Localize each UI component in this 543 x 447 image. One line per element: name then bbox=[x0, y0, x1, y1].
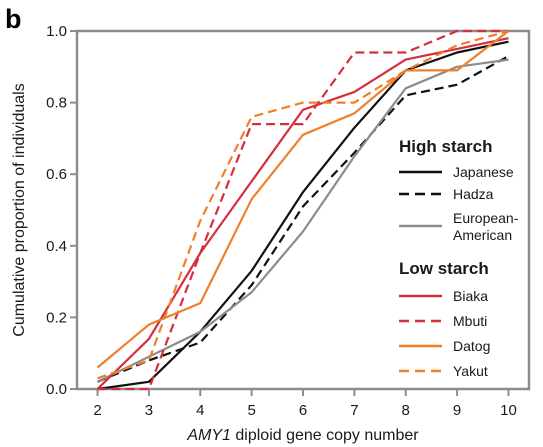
legend-label-european-american: American bbox=[453, 227, 512, 243]
y-axis-title: Cumulative proportion of individuals bbox=[11, 83, 28, 336]
y-axis: 0.0 0.2 0.4 0.6 0.8 1.0 bbox=[46, 23, 77, 398]
y-tick-label: 0.0 bbox=[46, 381, 67, 398]
x-tick-label: 5 bbox=[247, 402, 255, 419]
series-lines bbox=[96, 29, 510, 391]
series-line-japanese bbox=[97, 40, 509, 391]
y-tick-label: 0.4 bbox=[46, 238, 67, 255]
x-tick-label: 6 bbox=[299, 402, 307, 419]
series-line-yakut bbox=[97, 29, 509, 380]
x-axis-title-rest: diploid gene copy number bbox=[231, 427, 419, 444]
y-tick-label: 1.0 bbox=[46, 23, 67, 40]
series-line-european-american bbox=[97, 58, 509, 383]
x-axis-title: AMY1 diploid gene copy number bbox=[186, 427, 419, 444]
legend: High starch Low starch Japanese Hadza Europe… bbox=[385, 128, 525, 386]
x-tick-label: 3 bbox=[145, 402, 153, 419]
legend-label-mbuti: Mbuti bbox=[453, 313, 487, 329]
series-line-mbuti bbox=[97, 29, 509, 391]
series-line-hadza bbox=[97, 55, 510, 383]
legend-label-european-american: European- bbox=[453, 210, 519, 226]
y-tick-label: 0.8 bbox=[46, 95, 67, 112]
panel-letter: b bbox=[5, 4, 22, 34]
legend-label-japanese: Japanese bbox=[453, 164, 514, 180]
legend-heading: Low starch bbox=[399, 259, 489, 278]
x-tick-label: 7 bbox=[350, 402, 358, 419]
legend-label-datog: Datog bbox=[453, 338, 490, 354]
legend-heading: High starch bbox=[399, 137, 493, 156]
x-tick-label: 10 bbox=[500, 402, 517, 419]
x-axis-title-gene: AMY1 bbox=[186, 427, 231, 444]
legend-label-yakut: Yakut bbox=[453, 363, 488, 379]
x-tick-label: 8 bbox=[402, 402, 410, 419]
x-tick-label: 9 bbox=[453, 402, 461, 419]
legend-label-biaka: Biaka bbox=[453, 288, 488, 304]
x-axis: 2 3 4 5 6 7 8 9 10 bbox=[93, 389, 517, 419]
y-tick-label: 0.2 bbox=[46, 309, 67, 326]
series-line-datog bbox=[96, 30, 510, 369]
legend-label-hadza: Hadza bbox=[453, 186, 494, 202]
x-tick-label: 4 bbox=[196, 402, 204, 419]
x-tick-label: 2 bbox=[93, 402, 101, 419]
y-tick-label: 0.6 bbox=[46, 166, 67, 183]
